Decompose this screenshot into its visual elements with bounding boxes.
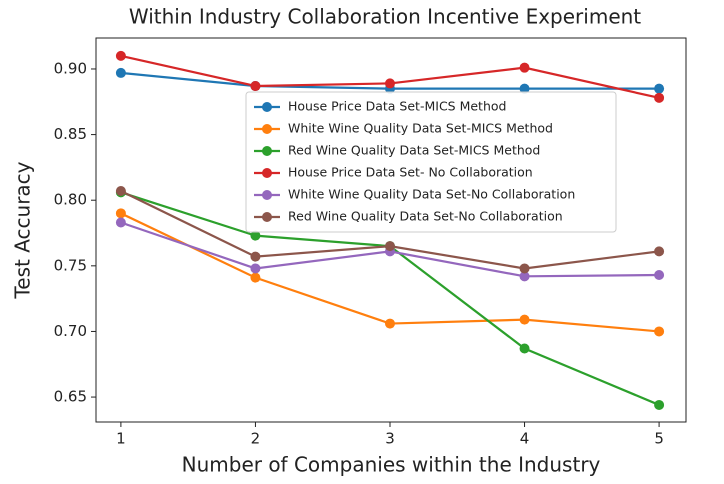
data-point [115, 50, 126, 61]
y-tick-label: 0.70 [54, 322, 87, 340]
y-tick-label: 0.75 [54, 256, 87, 274]
data-point [519, 314, 530, 325]
y-axis-label: Test Accuracy [11, 161, 35, 299]
legend-box [245, 91, 617, 233]
legend-marker [262, 124, 272, 134]
data-point [115, 217, 126, 228]
data-point [115, 186, 126, 197]
legend-label: House Price Data Set- No Collaboration [288, 165, 533, 180]
y-tick-label: 0.80 [54, 191, 87, 209]
y-tick-label: 0.85 [54, 125, 87, 143]
legend-marker [262, 212, 272, 222]
data-point [250, 272, 261, 283]
legend-marker [262, 146, 272, 156]
legend-marker [262, 102, 272, 112]
data-point [250, 251, 261, 262]
x-tick-label: 2 [251, 430, 261, 448]
y-tick-label: 0.65 [54, 388, 87, 406]
x-tick-label: 1 [116, 430, 126, 448]
data-point [519, 83, 530, 94]
legend: House Price Data Set-MICS Method White Wi… [245, 91, 617, 233]
legend-marker [262, 190, 272, 200]
data-point [384, 318, 395, 329]
data-point [519, 343, 530, 354]
data-point [519, 263, 530, 274]
data-point [384, 241, 395, 252]
data-point [115, 67, 126, 78]
data-point [654, 92, 665, 103]
legend-label: House Price Data Set-MICS Method [288, 99, 506, 114]
y-tick-label: 0.90 [54, 59, 87, 77]
data-point [519, 62, 530, 73]
data-point [654, 399, 665, 410]
legend-label: White Wine Quality Data Set-No Collabora… [288, 187, 575, 202]
data-point [115, 208, 126, 219]
data-point [654, 326, 665, 337]
data-point [654, 83, 665, 94]
x-tick-label: 3 [385, 430, 395, 448]
legend-marker [262, 168, 272, 178]
data-point [384, 78, 395, 89]
x-tick-label: 5 [654, 430, 664, 448]
x-axis-label: Number of Companies within the Industry [182, 453, 601, 477]
data-point [250, 263, 261, 274]
legend-label: White Wine Quality Data Set-MICS Method [288, 121, 553, 136]
legend-label: Red Wine Quality Data Set-MICS Method [288, 143, 540, 158]
data-point [250, 81, 261, 92]
data-point [519, 271, 530, 282]
data-point [654, 270, 665, 281]
plot-frame [95, 37, 687, 423]
chart-title: Within Industry Collaboration Incentive … [129, 5, 641, 29]
data-point [654, 246, 665, 257]
legend-label: Red Wine Quality Data Set-No Collaborati… [288, 209, 563, 224]
data-point [250, 230, 261, 241]
x-tick-label: 4 [520, 430, 530, 448]
